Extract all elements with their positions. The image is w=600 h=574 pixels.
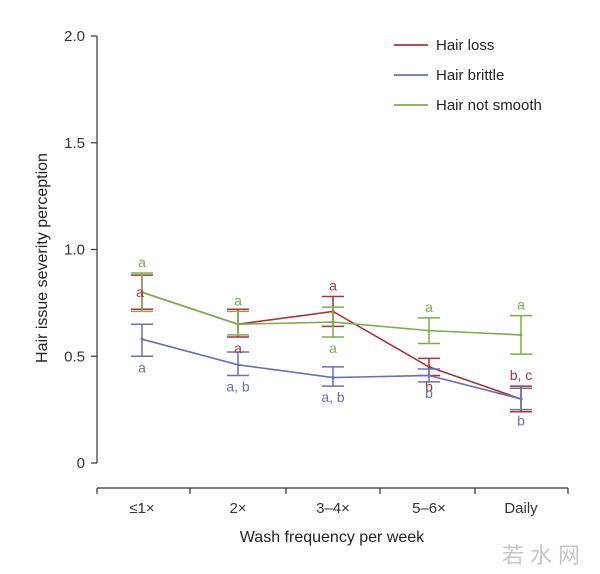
y-tick-label: 1.0 <box>64 242 85 259</box>
significance-label: a <box>329 277 337 293</box>
legend-label: Hair not smooth <box>436 97 542 114</box>
data-point <box>519 397 523 401</box>
data-point <box>331 320 335 324</box>
series-layer <box>131 272 532 413</box>
significance-label: b, c <box>510 367 533 383</box>
data-point <box>236 363 240 367</box>
y-axis-title: Hair issue severity perception <box>34 153 51 363</box>
legend-label: Hair brittle <box>436 67 504 84</box>
significance-label: b <box>517 413 525 429</box>
series-hair-not-smooth <box>131 272 532 355</box>
significance-label: a <box>138 359 146 375</box>
y-tick-label: 0.5 <box>64 348 85 365</box>
significance-label: a <box>138 254 146 270</box>
x-tick-label: 2× <box>229 500 246 517</box>
data-point <box>140 337 144 341</box>
data-point <box>331 376 335 380</box>
x-tick-label: Daily <box>504 500 538 517</box>
significance-label: a <box>234 292 242 308</box>
significance-label: a <box>329 340 337 356</box>
significance-label: a <box>136 284 144 300</box>
series-line <box>141 291 522 336</box>
watermark: 若水网 <box>501 544 586 569</box>
data-point <box>427 365 431 369</box>
significance-label: a, b <box>321 389 345 405</box>
x-tick-label: 5–6× <box>412 500 446 517</box>
data-point <box>236 322 240 326</box>
data-point <box>140 290 144 294</box>
y-tick-label: 2.0 <box>64 28 85 45</box>
significance-label: a <box>425 299 433 315</box>
data-point <box>427 373 431 377</box>
x-axis-title: Wash frequency per week <box>240 529 425 546</box>
significance-label: a, b <box>226 378 250 394</box>
data-point <box>427 329 431 333</box>
legend: Hair loss Hair brittle Hair not smooth <box>394 37 542 114</box>
y-tick-label: 1.5 <box>64 135 85 152</box>
significance-label: b <box>425 378 433 394</box>
y-tick-label: 0 <box>77 455 85 472</box>
significance-label: a <box>517 297 525 313</box>
series-hair-brittle <box>131 323 532 411</box>
x-tick-label: 3–4× <box>316 500 350 517</box>
data-point <box>519 333 523 337</box>
axes: 0 0.5 1.0 1.5 2.0 ≤1× 2× 3–4× 5–6× Daily <box>64 28 569 517</box>
significance-label: b <box>425 385 433 401</box>
legend-label: Hair loss <box>436 37 494 54</box>
significance-label: a <box>234 340 242 356</box>
x-tick-label: ≤1× <box>129 500 154 517</box>
